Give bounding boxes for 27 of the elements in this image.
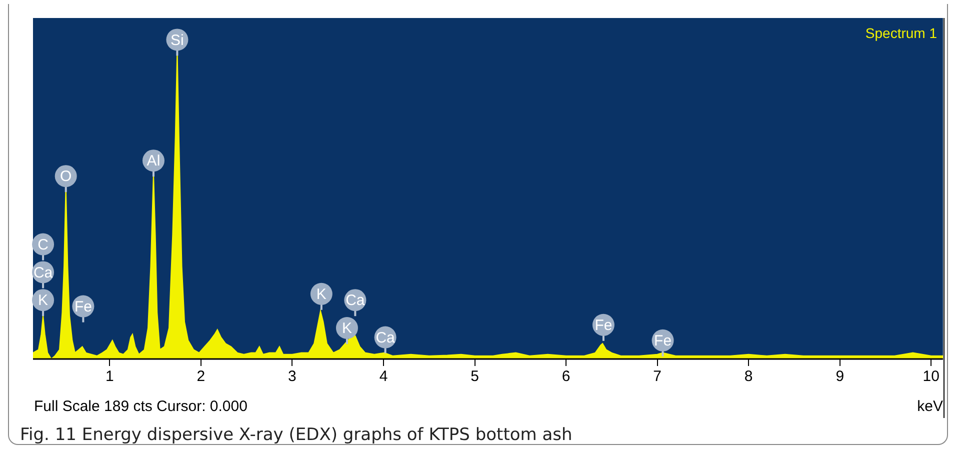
x-tick-label: 1 (106, 368, 114, 386)
annotation: Ca (33, 264, 54, 282)
x-tick-label: 9 (836, 368, 844, 386)
x-axis-title: keV (917, 398, 943, 416)
x-tick-label: 4 (379, 368, 388, 386)
text: Full Scale 189 cts Cursor: 0.000 (34, 398, 248, 416)
annotation: O (60, 168, 72, 186)
x-tick-label: 3 (288, 368, 296, 386)
annotation: K (316, 286, 326, 304)
x-tick-label: 6 (562, 368, 570, 386)
annotation: Al (146, 152, 160, 170)
x-tick-label: 5 (470, 368, 479, 386)
annotation: Si (170, 32, 184, 49)
x-tick-label: 10 (922, 368, 940, 386)
text: Spectrum 1 (865, 24, 938, 41)
text: Fig. 11 Energy dispersive X-ray (EDX) graphs of KTPS bottom ash (20, 425, 572, 445)
x-tick-label: 8 (744, 368, 753, 386)
x-tick-label: 7 (653, 368, 662, 386)
annotation: K (38, 292, 48, 310)
annotation: C (38, 236, 49, 254)
annotation: Ca (376, 329, 396, 346)
annotation: Fe (654, 332, 672, 350)
annotation: Fe (594, 317, 612, 334)
x-tick-label: 2 (196, 368, 206, 386)
annotation: Fe (74, 298, 92, 316)
annotation: Ca (346, 292, 366, 310)
annotation: K (342, 320, 352, 338)
